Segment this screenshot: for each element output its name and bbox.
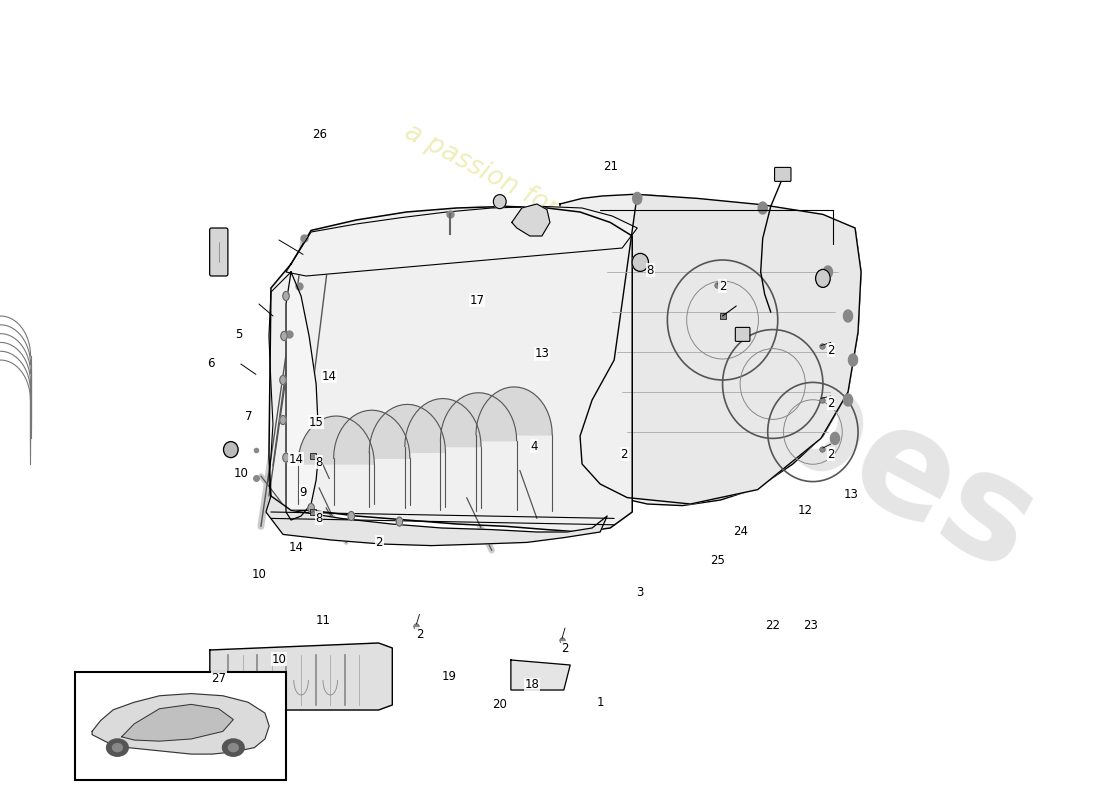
- Text: 1: 1: [596, 696, 604, 709]
- Text: 23: 23: [803, 619, 818, 632]
- Text: 4: 4: [530, 440, 538, 453]
- Ellipse shape: [283, 453, 289, 462]
- Polygon shape: [270, 206, 632, 532]
- Text: 2: 2: [827, 344, 835, 357]
- Text: 18: 18: [525, 678, 539, 691]
- Ellipse shape: [632, 254, 649, 271]
- FancyBboxPatch shape: [735, 327, 750, 342]
- Ellipse shape: [229, 743, 239, 752]
- Ellipse shape: [223, 442, 238, 458]
- Text: 20: 20: [493, 698, 507, 710]
- Polygon shape: [370, 404, 446, 452]
- Polygon shape: [405, 398, 481, 446]
- Polygon shape: [440, 393, 517, 441]
- Text: 7: 7: [245, 410, 253, 422]
- Text: 8: 8: [316, 512, 322, 525]
- Text: 2: 2: [827, 448, 835, 461]
- Polygon shape: [476, 387, 552, 435]
- Text: 11: 11: [316, 614, 331, 626]
- Text: 2: 2: [416, 628, 424, 641]
- Text: 22: 22: [766, 619, 780, 632]
- Ellipse shape: [283, 291, 289, 301]
- Polygon shape: [510, 660, 570, 690]
- Text: 10: 10: [233, 467, 249, 480]
- Text: 13: 13: [844, 488, 858, 501]
- Text: 2: 2: [827, 397, 835, 410]
- Ellipse shape: [396, 517, 403, 526]
- Polygon shape: [298, 416, 374, 464]
- Text: 8: 8: [316, 456, 322, 469]
- Text: 26: 26: [311, 128, 327, 141]
- Text: 19: 19: [442, 670, 458, 683]
- Ellipse shape: [279, 375, 286, 385]
- Text: 2: 2: [375, 536, 383, 549]
- Ellipse shape: [222, 739, 244, 756]
- Text: 14: 14: [288, 453, 304, 466]
- Text: 13: 13: [535, 347, 549, 360]
- Ellipse shape: [308, 503, 315, 513]
- FancyBboxPatch shape: [774, 167, 791, 182]
- Text: 2: 2: [620, 448, 628, 461]
- Ellipse shape: [848, 354, 858, 366]
- Ellipse shape: [494, 194, 506, 209]
- Polygon shape: [286, 206, 637, 276]
- Ellipse shape: [824, 266, 833, 278]
- FancyBboxPatch shape: [524, 214, 540, 231]
- Ellipse shape: [280, 331, 287, 341]
- Text: 2: 2: [561, 642, 569, 654]
- Text: 24: 24: [733, 525, 748, 538]
- Text: 9: 9: [299, 486, 307, 498]
- Text: europes: europes: [406, 166, 1059, 602]
- Ellipse shape: [348, 511, 354, 521]
- Ellipse shape: [815, 270, 830, 287]
- FancyBboxPatch shape: [210, 228, 228, 276]
- Ellipse shape: [844, 394, 852, 406]
- Text: 27: 27: [211, 672, 227, 685]
- Ellipse shape: [830, 432, 839, 445]
- Polygon shape: [270, 272, 299, 514]
- Text: 2: 2: [718, 280, 726, 293]
- Polygon shape: [512, 204, 550, 236]
- Ellipse shape: [112, 743, 122, 752]
- Text: 14: 14: [288, 541, 304, 554]
- Polygon shape: [333, 410, 410, 458]
- Polygon shape: [92, 694, 270, 754]
- Polygon shape: [266, 496, 607, 546]
- Ellipse shape: [632, 192, 641, 204]
- Polygon shape: [210, 643, 393, 710]
- Text: 17: 17: [470, 294, 484, 306]
- Polygon shape: [560, 194, 861, 506]
- Polygon shape: [580, 194, 861, 504]
- Text: 15: 15: [309, 416, 323, 429]
- Text: 6: 6: [207, 357, 215, 370]
- Text: 10: 10: [272, 653, 286, 666]
- Text: 25: 25: [711, 554, 725, 566]
- Text: a passion for parts since 1985: a passion for parts since 1985: [400, 119, 764, 329]
- Text: 10: 10: [252, 568, 266, 581]
- Text: 21: 21: [603, 160, 618, 173]
- Polygon shape: [122, 704, 233, 741]
- Text: 14: 14: [321, 370, 337, 382]
- Text: 5: 5: [235, 328, 242, 341]
- Text: 12: 12: [798, 504, 812, 517]
- Ellipse shape: [107, 739, 129, 756]
- Bar: [75, 672, 286, 780]
- Text: 8: 8: [647, 264, 654, 277]
- Ellipse shape: [844, 310, 852, 322]
- Text: 3: 3: [637, 586, 644, 598]
- Ellipse shape: [758, 202, 768, 214]
- Ellipse shape: [279, 415, 286, 425]
- Polygon shape: [286, 272, 319, 520]
